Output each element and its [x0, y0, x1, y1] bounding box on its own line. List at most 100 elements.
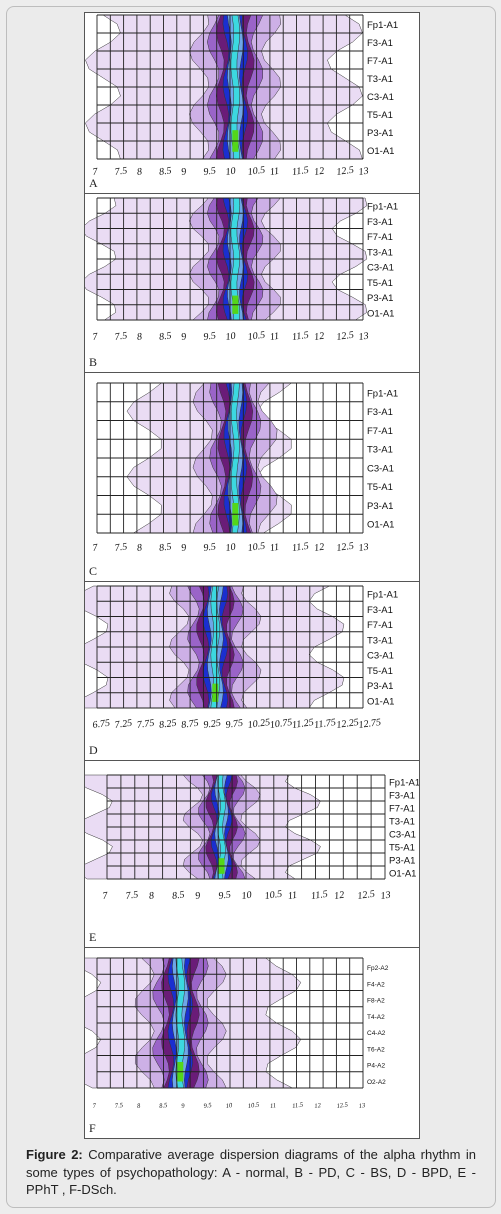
x-tick-label: 12 [314, 1102, 322, 1110]
panel-label: B [89, 355, 98, 369]
x-tick-label: 8 [136, 542, 142, 554]
x-tick-label: 12 [334, 890, 345, 902]
x-tick-label: 12.5 [357, 889, 376, 902]
x-tick-label: 9.5 [203, 541, 217, 554]
x-tick-label: 9 [181, 166, 187, 178]
x-tick-label: 12 [314, 542, 325, 554]
channel-label: P3-A1 [389, 856, 415, 867]
channel-label: T3-A1 [367, 445, 393, 456]
x-tick-label: 9.5 [218, 889, 232, 902]
figure-label: Figure 2: [26, 1147, 83, 1162]
x-tick-label: 10.25 [247, 717, 271, 731]
x-tick-label: 8.5 [158, 541, 172, 554]
panel-d: Fp1-A1 F3-A1 F7-A1 T3-A1 C3-A1 T5-A1 P3-A1 O1-A… [84, 581, 420, 761]
x-tick-label: 9.5 [203, 1102, 213, 1110]
channel-label: O1-A1 [367, 146, 394, 157]
panel-label: C [89, 564, 98, 578]
channel-label: C3-A1 [367, 463, 394, 474]
dispersion-diagram: Fp1-A1 F3-A1 F7-A1 T3-A1 C3-A1 T5-A1 P3-A1 O1-A… [85, 14, 398, 178]
x-tick-label: 8 [136, 331, 142, 343]
x-tick-label: 12 [314, 331, 325, 343]
x-tick-label: 10.5 [247, 541, 266, 554]
channel-label: Fp1-A1 [367, 202, 398, 213]
x-tick-label: 9 [181, 1102, 186, 1109]
x-tick-label: 10 [225, 166, 236, 178]
channel-label: T4-A2 [367, 1014, 385, 1021]
x-tick-label: 8.5 [171, 889, 185, 902]
channel-label: T5-A1 [367, 110, 393, 121]
channel-label: F7-A1 [367, 232, 393, 243]
channel-label: T5-A1 [367, 666, 393, 677]
x-tick-label: 7.5 [114, 330, 128, 343]
panel-e: Fp1-A1 F3-A1 F7-A1 T3-A1 C3-A1 T5-A1 P3-A1 O1-A… [84, 760, 420, 948]
channel-label: O1-A1 [367, 308, 394, 319]
channel-label: F7-A1 [367, 426, 393, 437]
x-tick-label: 12.5 [336, 1101, 349, 1110]
x-tick-label: 12.5 [336, 165, 355, 178]
x-tick-label: 9.5 [203, 165, 217, 178]
x-tick-label: 11.5 [291, 165, 309, 178]
x-tick-label: 8 [148, 890, 154, 902]
x-tick-label: 9 [181, 331, 187, 343]
x-tick-label: 10 [241, 890, 252, 902]
x-tick-label: 10 [225, 542, 236, 554]
channel-label: T3-A1 [367, 247, 393, 258]
x-tick-label: 9.25 [203, 718, 222, 731]
x-tick-label: 12.5 [336, 330, 355, 343]
channel-label: T3-A1 [367, 74, 393, 85]
x-tick-label: 7 [102, 890, 109, 902]
x-tick-label: 10 [225, 1102, 233, 1110]
x-tick-label: 12.25 [336, 717, 360, 731]
x-tick-label: 10 [225, 331, 236, 343]
channel-label: F3-A1 [367, 217, 393, 228]
x-tick-label: 9.75 [225, 718, 244, 731]
panel-label: D [89, 743, 98, 757]
channel-label: O1-A1 [367, 520, 394, 531]
x-tick-label: 8.5 [158, 165, 172, 178]
channel-label: Fp1-A1 [367, 590, 398, 601]
x-tick-label: 7.5 [114, 1102, 124, 1110]
x-tick-label: 7.75 [136, 718, 155, 731]
x-tick-label: 10.5 [247, 1101, 260, 1110]
x-tick-label: 11.25 [291, 717, 314, 731]
x-tick-label: 11 [269, 542, 280, 554]
x-tick-label: 8.75 [181, 718, 200, 731]
x-tick-label: 8 [137, 1102, 142, 1109]
panel-a: Fp1-A1 F3-A1 F7-A1 T3-A1 C3-A1 T5-A1 P3-A1 O1-A… [84, 12, 420, 194]
dispersion-diagram: Fp1-A1 F3-A1 F7-A1 T3-A1 C3-A1 T5-A1 P3-A1 O1-A… [85, 774, 419, 902]
x-tick-label: 11.5 [292, 1101, 305, 1110]
channel-label: C3-A1 [367, 263, 394, 274]
x-tick-label: 10.5 [264, 889, 283, 902]
x-tick-label: 13 [358, 542, 369, 554]
panel-b: Fp1-A1 F3-A1 F7-A1 T3-A1 C3-A1 T5-A1 P3-A1 O1-A… [84, 193, 420, 373]
x-tick-label: 7 [92, 331, 99, 343]
channel-label: C3-A1 [389, 830, 416, 841]
channel-label: C3-A1 [367, 92, 394, 103]
x-tick-label: 13 [358, 331, 369, 343]
x-tick-label: 7 [92, 166, 99, 178]
x-tick-label: 9.5 [203, 330, 217, 343]
x-tick-label: 10.5 [247, 330, 266, 343]
dispersion-diagram: Fp2-A2 F4-A2 F8-A2 T4-A2 C4-A2 T6-A2 P4-A2 O2-A… [85, 957, 389, 1110]
x-tick-label: 7.5 [125, 889, 139, 902]
x-tick-label: 11 [287, 890, 298, 902]
channel-label: Fp2-A2 [367, 965, 389, 972]
channel-label: T5-A1 [389, 843, 415, 854]
x-tick-label: 13 [358, 1102, 366, 1110]
channel-label: F3-A1 [367, 407, 393, 418]
channel-label: F3-A1 [389, 791, 415, 802]
x-tick-label: 7 [92, 542, 99, 554]
x-tick-label: 9 [195, 890, 201, 902]
x-tick-label: 12 [314, 166, 325, 178]
channel-label: T3-A1 [389, 817, 415, 828]
channel-label: F7-A1 [389, 804, 415, 815]
channel-label: C3-A1 [367, 651, 394, 662]
panel-label: E [89, 930, 97, 944]
x-tick-label: 11.5 [291, 541, 309, 554]
channel-label: F3-A1 [367, 38, 393, 49]
figure-caption: Figure 2: Comparative average dispersion… [26, 1146, 476, 1199]
channel-label: Fp1-A1 [367, 20, 398, 31]
channel-label: F8-A2 [367, 998, 385, 1005]
channel-label: T5-A1 [367, 278, 393, 289]
channel-label: F7-A1 [367, 56, 393, 67]
